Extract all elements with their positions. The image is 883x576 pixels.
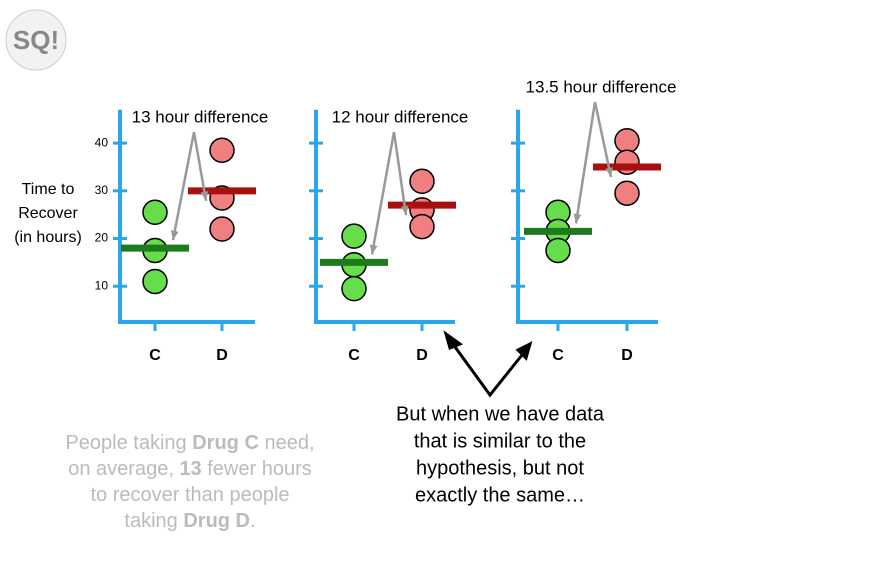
caption-segment: People taking [65, 432, 192, 454]
data-point [341, 223, 367, 249]
captions: People taking Drug C need, on average, 13… [65, 403, 604, 532]
x-tick-label: D [216, 347, 228, 364]
arrowhead [170, 230, 179, 241]
annotation-arrow [392, 131, 408, 216]
caption-segment: taking [124, 510, 183, 532]
data-point [209, 216, 235, 242]
y-tick-label: 20 [95, 231, 109, 245]
caption-segment: to recover than people [90, 484, 289, 506]
annotation: 12 hour difference [332, 107, 469, 126]
caption-left-line: People taking Drug C need, [65, 432, 314, 454]
annotation: 13.5 hour difference [526, 77, 677, 96]
y-tick-label: 40 [95, 135, 109, 149]
x-tick-label: C [552, 347, 564, 364]
arrowhead [443, 330, 464, 351]
data-point [341, 275, 367, 302]
caption-right-line: But when we have data [396, 403, 605, 425]
pointer-arrows [443, 330, 533, 398]
caption-segment: Drug C [192, 432, 259, 454]
data-point [614, 180, 640, 206]
data-point [209, 137, 235, 164]
y-tick-label: 10 [95, 278, 109, 292]
logo: SQ! [5, 9, 67, 71]
y-axis-label: Recover [18, 205, 78, 222]
logo-badge [5, 9, 67, 71]
arrowhead [515, 341, 533, 361]
caption-left-line: to recover than people [90, 484, 289, 506]
x-tick-label: C [348, 347, 360, 364]
dot-plot: C D 12 hour difference [309, 107, 468, 364]
panels: 10 20 30 40 Time to Recover (in hours) C D 13 hou… [14, 77, 676, 364]
logo-text: SQ! [13, 25, 59, 55]
data-point [614, 149, 640, 175]
annotation-arrow [192, 131, 208, 202]
annotation-arrow [574, 101, 597, 224]
data-point [614, 127, 640, 154]
caption-segment: need, [259, 432, 315, 454]
caption-segment: on average, [68, 458, 179, 480]
annotation-arrow [171, 131, 196, 241]
y-axis-label: Time to [22, 181, 75, 198]
arrowhead [400, 205, 409, 216]
x-tick-label: C [149, 347, 161, 364]
caption-left-line: on average, 13 fewer hours [68, 458, 312, 480]
dot-plot: 10 20 30 40 Time to Recover (in hours) C D 13 hou… [14, 107, 268, 364]
caption-segment: . [250, 510, 256, 532]
data-point [409, 168, 435, 195]
y-axis-label: (in hours) [14, 229, 82, 246]
data-point [142, 199, 168, 226]
caption-segment: fewer hours [202, 458, 312, 480]
y-tick-label: 30 [95, 183, 109, 197]
data-point [545, 237, 571, 264]
arrowhead [200, 191, 209, 201]
dot-plot: C D 13.5 hour difference [511, 77, 676, 364]
arrowhead [573, 213, 582, 224]
x-tick-label: D [416, 347, 428, 364]
caption-right-line: that is similar to the [414, 430, 586, 452]
pointer-arrow-lines [448, 339, 528, 398]
arrowhead [369, 244, 378, 255]
annotation-arrow [593, 101, 613, 178]
caption-left-line: taking Drug D. [124, 510, 255, 532]
caption-right-line: exactly the same… [415, 484, 585, 506]
caption-segment: 13 [179, 458, 201, 480]
data-point [142, 268, 168, 295]
arrowhead [605, 167, 613, 177]
x-tick-label: D [621, 347, 633, 364]
caption-segment: Drug D [183, 510, 250, 532]
annotation: 13 hour difference [132, 107, 269, 126]
data-point [409, 213, 435, 240]
caption-right-line: hypothesis, but not [416, 457, 584, 479]
annotation-arrow [370, 131, 396, 255]
